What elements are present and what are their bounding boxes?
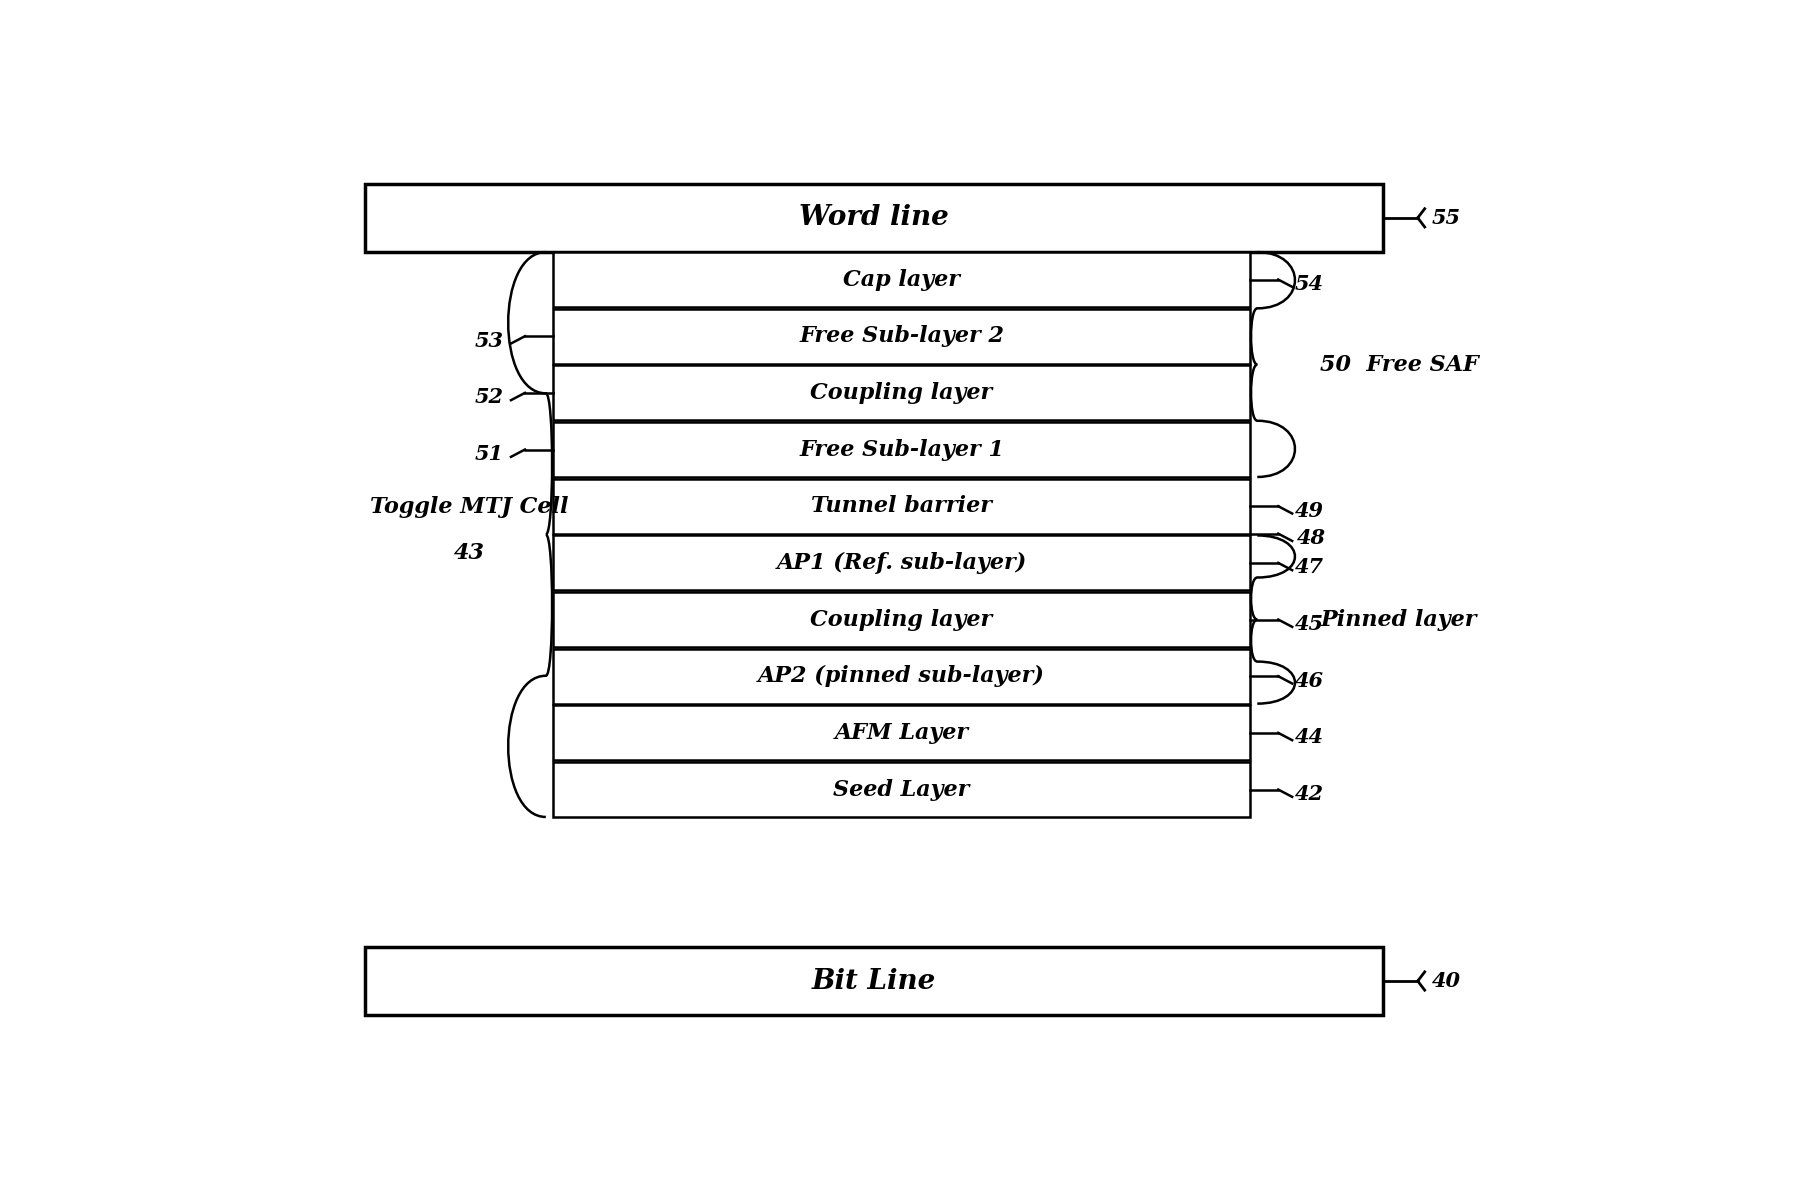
Text: 53: 53 xyxy=(475,331,504,351)
Text: 42: 42 xyxy=(1294,785,1325,804)
Text: 50  Free SAF: 50 Free SAF xyxy=(1319,354,1480,375)
Bar xyxy=(553,366,1251,420)
Bar xyxy=(553,762,1251,817)
Text: 51: 51 xyxy=(475,444,504,464)
Text: Coupling layer: Coupling layer xyxy=(810,382,994,404)
Text: 47: 47 xyxy=(1294,558,1325,577)
Text: Toggle MTJ Cell: Toggle MTJ Cell xyxy=(369,496,569,518)
Text: Word line: Word line xyxy=(799,204,949,231)
Text: AP2 (pinned sub-layer): AP2 (pinned sub-layer) xyxy=(758,665,1046,687)
Bar xyxy=(553,705,1251,761)
Text: Seed Layer: Seed Layer xyxy=(833,779,970,800)
Text: Coupling layer: Coupling layer xyxy=(810,609,994,630)
Text: 45: 45 xyxy=(1294,614,1325,634)
Text: 44: 44 xyxy=(1294,728,1325,748)
Text: Pinned layer: Pinned layer xyxy=(1319,609,1476,630)
Text: AP1 (Ref. sub-layer): AP1 (Ref. sub-layer) xyxy=(776,552,1026,575)
Bar xyxy=(553,592,1251,647)
Text: Cap layer: Cap layer xyxy=(842,268,959,291)
Text: Free Sub-layer 1: Free Sub-layer 1 xyxy=(799,438,1004,461)
Text: AFM Layer: AFM Layer xyxy=(835,722,968,744)
Bar xyxy=(553,478,1251,534)
Bar xyxy=(364,947,1382,1015)
Text: 43: 43 xyxy=(454,541,484,564)
Text: 54: 54 xyxy=(1294,274,1325,294)
Bar xyxy=(553,252,1251,307)
Text: 48: 48 xyxy=(1296,528,1325,548)
Bar xyxy=(553,535,1251,590)
Text: Tunnel barrier: Tunnel barrier xyxy=(812,495,992,518)
Text: 49: 49 xyxy=(1294,501,1325,521)
Bar xyxy=(553,423,1251,477)
Bar xyxy=(553,649,1251,704)
Text: 46: 46 xyxy=(1294,671,1325,691)
Text: 40: 40 xyxy=(1431,971,1460,991)
Text: Free Sub-layer 2: Free Sub-layer 2 xyxy=(799,325,1004,348)
Bar xyxy=(364,184,1382,252)
Text: Bit Line: Bit Line xyxy=(812,967,936,995)
Bar xyxy=(553,309,1251,363)
Text: 55: 55 xyxy=(1431,208,1460,228)
Text: 52: 52 xyxy=(475,387,504,407)
